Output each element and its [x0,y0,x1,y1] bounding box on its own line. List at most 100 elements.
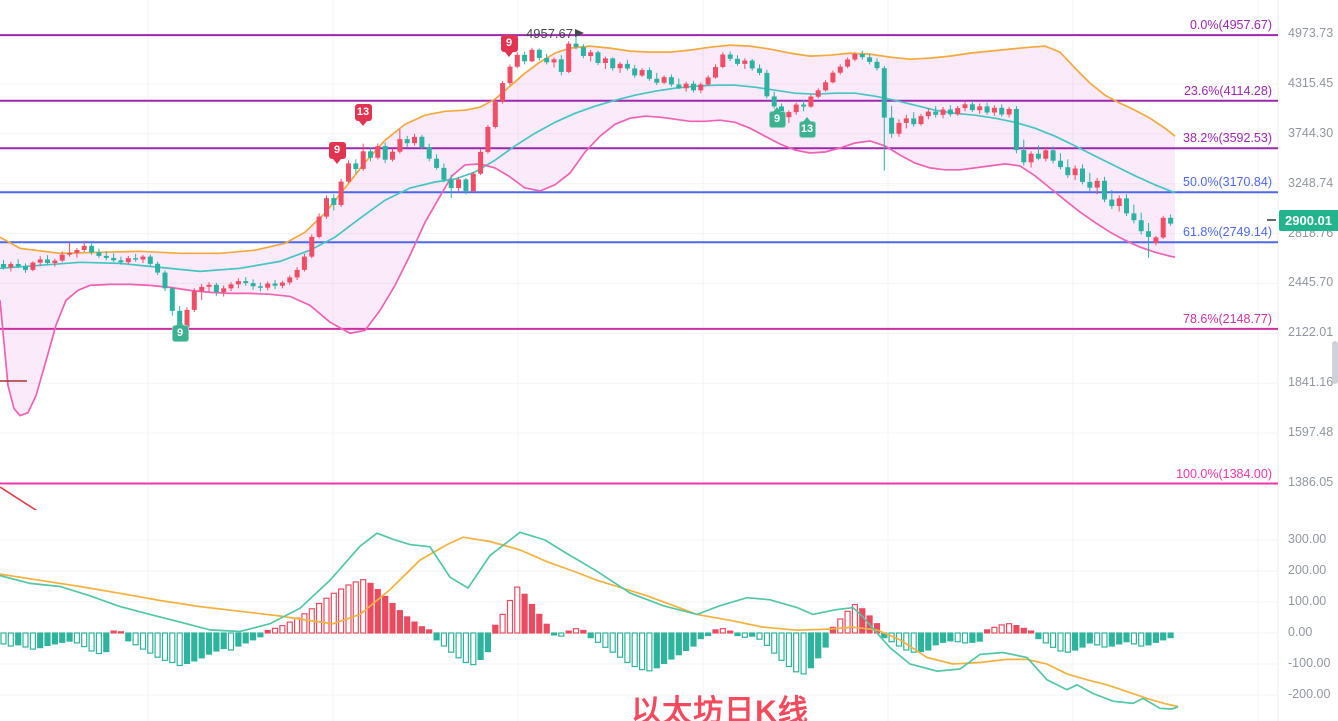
macd-bar [59,632,66,643]
candle-body [184,309,190,328]
candle-body [485,126,491,152]
macd-bar [829,626,837,634]
macd-bar [925,632,932,651]
macd-bar [1020,627,1027,634]
candle-body [624,63,630,69]
macd-bar [1130,632,1138,645]
macd-bar [286,621,293,634]
candle-body [911,118,917,125]
candle-body [551,59,557,63]
fib-label: 23.6%(4114.28) [1183,83,1272,98]
candle-body [522,54,528,62]
macd-bar [389,602,396,634]
macd-bar [242,632,249,644]
candle-body [23,266,28,270]
candle-body [353,163,359,169]
candle-body [646,70,652,79]
candle-body [221,288,227,293]
candle-body [478,151,484,174]
fib-label: 50.0%(3170.84) [1183,175,1272,190]
candle-body [793,104,799,113]
candle-body [191,291,197,310]
macd-bar [807,632,815,669]
bollinger-upper-line [0,44,1176,255]
macd-bar [815,632,822,659]
candle-body [1087,181,1093,188]
current-price-badge: 2900.01 [1279,210,1338,231]
macd-bar [440,632,447,647]
candle-body [573,43,579,48]
macd-bar [998,624,1005,634]
axis-label: 4315.45 [1288,75,1334,90]
candle-body [668,77,674,85]
candle-body [382,146,388,160]
macd-bar [616,632,624,658]
candle-body [52,260,58,263]
candle-body [529,49,535,62]
macd-bar [272,627,279,634]
macd-bar [154,632,161,658]
candle-body [962,104,968,109]
macd-bar [227,632,235,651]
macd-bar [778,632,785,661]
candle-body [786,112,792,118]
axis-label: 1841.16 [1288,375,1334,390]
candle-body [757,68,762,73]
macd-pane[interactable] [0,531,1179,710]
vertical-scrollbar[interactable] [1332,341,1338,384]
candle-body [272,283,278,286]
candle-body [1028,153,1034,163]
candle-body [463,179,469,192]
macd-bar [903,632,910,651]
trend-line [0,486,38,510]
macd-bar [117,631,125,634]
macd-bar [352,581,359,634]
candle-body [1116,198,1122,206]
macd-bar [1123,632,1130,643]
macd-bar [558,632,565,637]
gridlines [0,0,1279,721]
macd-bar [176,632,183,667]
fib-label: 78.6%(2148.77) [1183,311,1272,326]
td-marker-red-13: 13 [354,103,372,126]
axis-label: 1597.48 [1288,425,1334,440]
candle-body [206,284,212,287]
macd-bar [345,584,352,634]
candle-body [125,258,131,263]
candle-body [448,179,454,189]
macd-bar [800,632,807,675]
candle-body [544,58,550,63]
candle-body [346,163,351,182]
candle-body [243,281,249,284]
td-marker-green-13: 13 [798,116,816,138]
candle-body [45,259,50,263]
price-pane[interactable] [0,34,1278,514]
candle-body [735,58,740,64]
candle-body [1094,180,1100,188]
candle-body [837,66,843,73]
axis-label: 1386.05 [1288,474,1334,489]
candle-body [368,151,373,158]
candle-body [720,54,726,67]
candle-body [727,54,733,59]
candle-body [434,158,440,168]
candle-body [903,118,909,123]
candle-body [133,258,139,260]
candle-body [1160,217,1166,238]
macd-bar [7,632,14,647]
macd-bar [448,632,455,653]
axis-label: 200.00 [1288,563,1327,577]
macd-bar [0,632,7,645]
candle-body [169,288,175,311]
macd-bar [704,632,712,637]
axis-label: -100.00 [1288,656,1331,670]
macd-bar [338,588,345,634]
axis-label: 2122.01 [1288,325,1334,340]
macd-bar [859,608,866,634]
macd-bar [939,632,947,643]
macd-bar [183,632,191,664]
axis-label: 2445.70 [1288,275,1334,290]
td-marker-red-9: 9 [500,34,518,57]
candle-body [118,260,124,263]
